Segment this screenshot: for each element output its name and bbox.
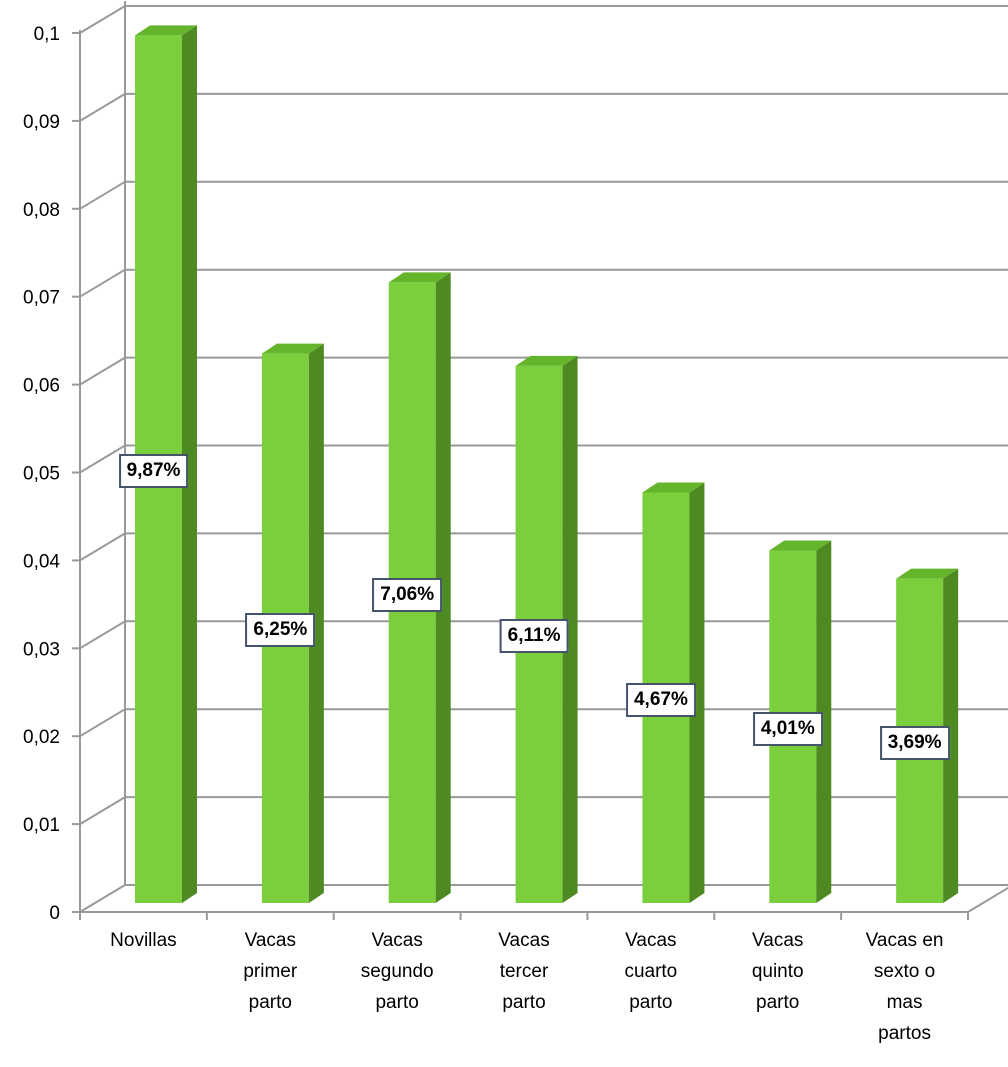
data-label: 9,87% [118, 454, 189, 489]
y-tick-label: 0,04 [23, 551, 60, 572]
bar-top [896, 568, 959, 579]
grid-line-side [79, 620, 126, 650]
bar-side [689, 482, 705, 903]
data-label: 6,11% [499, 619, 569, 654]
y-tick-label: 0,01 [23, 815, 60, 836]
bar-side [816, 540, 832, 903]
floor-side [967, 886, 1008, 913]
y-tick-label: 0,03 [23, 639, 60, 660]
grid-line-side [79, 884, 126, 913]
y-tick-label: 0,08 [23, 200, 60, 221]
x-tick-label: Vacas cuarto parto [624, 930, 678, 1013]
grid-line-side [79, 5, 126, 34]
bar-top [515, 355, 578, 366]
y-tick-label: 0,07 [23, 288, 60, 309]
x-tick-label: Novillas [110, 930, 177, 951]
x-tick-label: Vacas en sexto o mas partos [865, 930, 944, 1044]
bar-top [642, 482, 705, 493]
y-tick-label: 0 [49, 903, 60, 924]
y-tick-label: 0,05 [23, 464, 60, 485]
bar-side [308, 343, 324, 903]
y-tick-label: 0,1 [34, 24, 60, 45]
grid-line-side [79, 93, 126, 122]
grid-line-side [79, 268, 126, 298]
bar-side [182, 25, 197, 903]
data-label: 6,25% [245, 613, 316, 648]
bar-side [435, 272, 451, 903]
grid-line-side [79, 796, 126, 825]
bar-top [769, 540, 832, 551]
x-tick-label: Vacas primer parto [243, 930, 298, 1013]
grid-line-side [79, 532, 126, 562]
x-tick-label: Vacas segundo parto [360, 930, 434, 1013]
bar-top [388, 272, 451, 283]
grid-line-side [79, 180, 126, 210]
bar-top [135, 25, 197, 36]
y-tick-label: 0,09 [23, 112, 60, 133]
bar-side [943, 568, 959, 903]
grid-line-side [79, 356, 126, 386]
grid-line-side [79, 708, 126, 738]
x-tick-label: Vacas tercer parto [498, 930, 550, 1013]
bar-top [261, 343, 324, 354]
data-label: 3,69% [879, 725, 950, 760]
data-label: 7,06% [372, 577, 443, 612]
data-label: 4,01% [752, 711, 823, 746]
bar-side [562, 355, 578, 903]
data-label: 4,67% [625, 682, 696, 717]
grid-line-side [79, 444, 126, 474]
y-tick-label: 0,06 [23, 376, 60, 397]
y-tick-label: 0,02 [23, 727, 60, 748]
x-tick-label: Vacas quinto parto [751, 930, 804, 1013]
